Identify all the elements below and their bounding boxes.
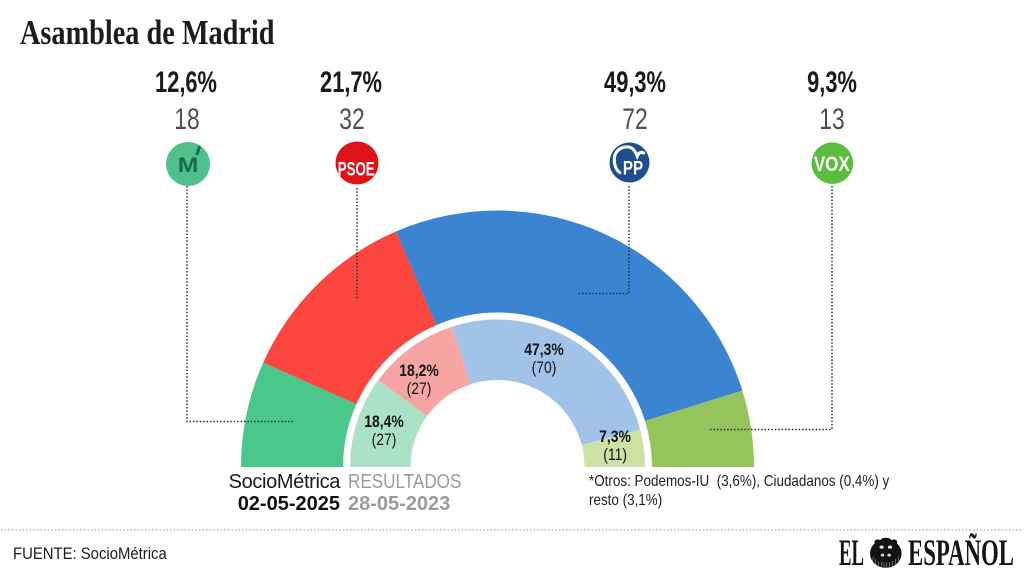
svg-text:PP: PP (623, 157, 644, 179)
svg-text:ESPAÑOL: ESPAÑOL (908, 533, 1014, 571)
svg-text:M: M (178, 153, 199, 177)
svg-text:VOX: VOX (814, 153, 850, 176)
svg-text:EL: EL (839, 533, 864, 571)
svg-text:PSOE: PSOE (338, 159, 375, 180)
